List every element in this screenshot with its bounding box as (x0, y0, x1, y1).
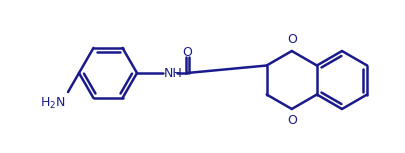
Text: O: O (287, 33, 297, 46)
Text: NH: NH (164, 67, 183, 80)
Text: H$_2$N: H$_2$N (40, 96, 66, 111)
Text: O: O (287, 114, 297, 127)
Text: O: O (182, 45, 192, 58)
